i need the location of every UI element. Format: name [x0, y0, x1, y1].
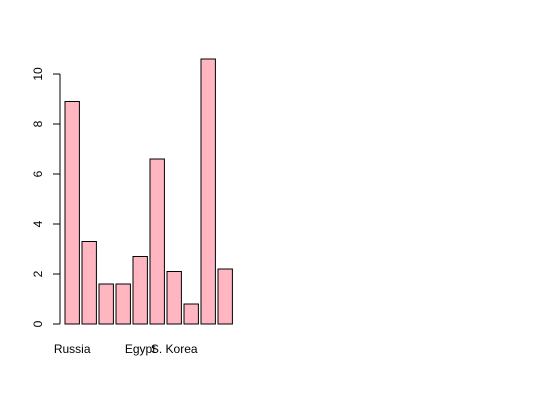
y-axis: 0 2 4 6 8 10 [31, 67, 60, 327]
bars [65, 59, 232, 324]
y-tick-label: 10 [31, 67, 45, 81]
y-tick-label: 6 [31, 170, 45, 177]
bar [82, 242, 96, 325]
bar [184, 304, 198, 324]
y-tick-label: 0 [31, 320, 45, 327]
bar [65, 102, 79, 325]
y-tick-label: 8 [31, 120, 45, 127]
bar [201, 59, 215, 324]
bar [99, 284, 113, 324]
category-label: S. Korea [151, 342, 198, 356]
category-label: Russia [54, 342, 91, 356]
y-tick-label: 4 [31, 220, 45, 227]
bar [116, 284, 130, 324]
bar [150, 159, 164, 324]
bar [218, 269, 232, 324]
bar [133, 257, 147, 325]
y-tick-label: 2 [31, 270, 45, 277]
bar [167, 272, 181, 325]
